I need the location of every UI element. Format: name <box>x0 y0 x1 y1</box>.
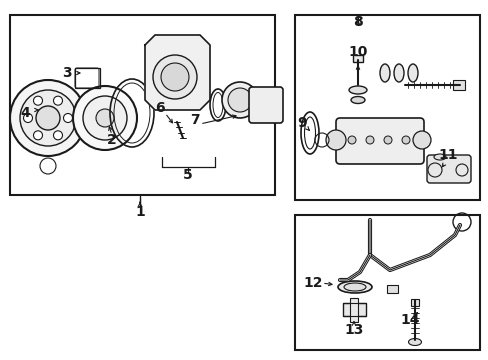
Circle shape <box>40 158 56 174</box>
Circle shape <box>161 63 189 91</box>
Circle shape <box>20 90 76 146</box>
Ellipse shape <box>407 64 417 82</box>
Bar <box>410 299 418 306</box>
FancyBboxPatch shape <box>426 155 470 183</box>
Text: 11: 11 <box>437 148 457 162</box>
Text: 8: 8 <box>352 15 362 29</box>
Text: 2: 2 <box>107 133 117 147</box>
Text: 5: 5 <box>183 168 192 182</box>
Circle shape <box>73 86 137 150</box>
Bar <box>75 68 100 88</box>
FancyBboxPatch shape <box>248 87 283 123</box>
Circle shape <box>83 96 127 140</box>
Circle shape <box>53 131 62 140</box>
Bar <box>294 215 479 350</box>
Text: 3: 3 <box>62 66 72 80</box>
Circle shape <box>401 136 409 144</box>
Text: 12: 12 <box>303 276 322 290</box>
Circle shape <box>365 136 373 144</box>
Ellipse shape <box>379 64 389 82</box>
Text: 6: 6 <box>155 101 164 115</box>
Circle shape <box>222 82 258 118</box>
Ellipse shape <box>393 64 403 82</box>
Ellipse shape <box>407 338 421 346</box>
Text: 7: 7 <box>190 113 200 127</box>
Bar <box>386 285 397 293</box>
Circle shape <box>10 80 86 156</box>
Text: 10: 10 <box>347 45 367 59</box>
Polygon shape <box>145 35 209 110</box>
Bar <box>10 15 274 195</box>
Ellipse shape <box>348 86 366 94</box>
Circle shape <box>34 96 42 105</box>
Circle shape <box>325 130 346 150</box>
FancyBboxPatch shape <box>335 118 423 164</box>
Circle shape <box>412 131 430 149</box>
Ellipse shape <box>337 281 371 293</box>
Circle shape <box>63 113 72 122</box>
Circle shape <box>227 88 251 112</box>
Bar <box>349 298 357 322</box>
Circle shape <box>347 136 355 144</box>
Circle shape <box>153 55 197 99</box>
Bar <box>342 303 365 316</box>
Bar <box>452 80 464 90</box>
Text: 9: 9 <box>297 116 306 130</box>
Circle shape <box>23 113 32 122</box>
Circle shape <box>96 109 114 127</box>
Circle shape <box>383 136 391 144</box>
Bar <box>294 15 479 200</box>
Ellipse shape <box>350 96 364 104</box>
Text: 14: 14 <box>400 313 419 327</box>
Bar <box>352 55 362 62</box>
Circle shape <box>53 96 62 105</box>
Ellipse shape <box>343 283 365 291</box>
Text: 1: 1 <box>135 205 144 219</box>
Ellipse shape <box>433 154 445 160</box>
Text: 4: 4 <box>20 106 30 120</box>
Text: 13: 13 <box>344 323 363 337</box>
Circle shape <box>34 131 42 140</box>
Circle shape <box>36 106 60 130</box>
